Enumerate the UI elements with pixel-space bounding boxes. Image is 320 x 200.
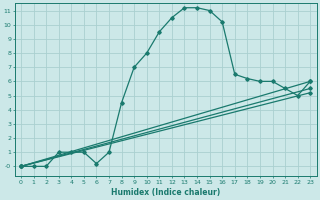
X-axis label: Humidex (Indice chaleur): Humidex (Indice chaleur) — [111, 188, 220, 197]
